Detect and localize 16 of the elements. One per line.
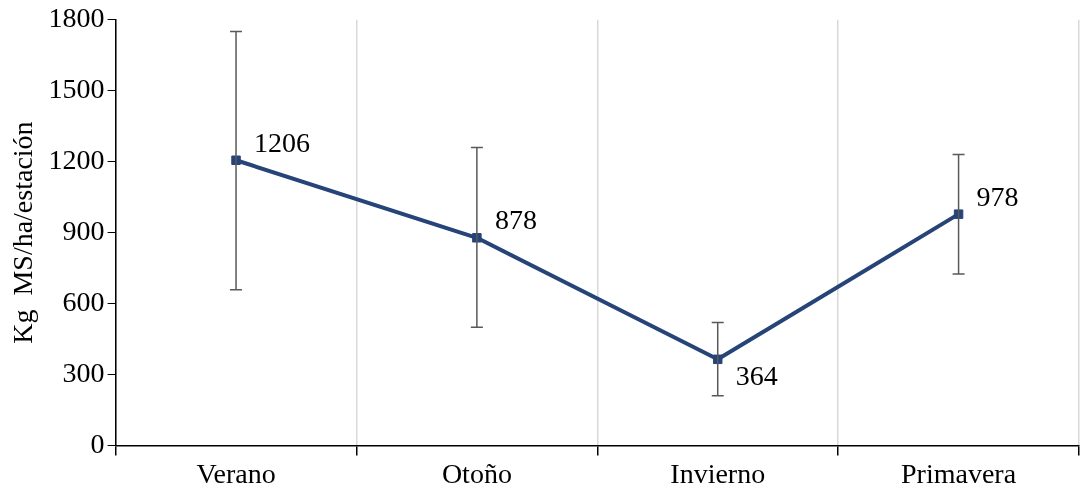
y-tick-label: 1500 xyxy=(48,73,105,105)
y-tick-label: 1800 xyxy=(48,2,105,34)
x-tick-label: Invierno xyxy=(670,457,766,489)
y-tick-label: 1200 xyxy=(48,144,105,176)
data-label: 1206 xyxy=(254,126,311,158)
x-tick-label: Primavera xyxy=(901,457,1017,489)
y-tick-label: 0 xyxy=(90,427,105,459)
data-label: 878 xyxy=(494,204,537,236)
x-tick-label: Otoño xyxy=(441,457,512,489)
y-tick-label: 600 xyxy=(62,285,105,317)
data-label: 978 xyxy=(976,180,1019,212)
y-axis-title: Kg MS/ha/estación xyxy=(7,121,39,344)
x-tick-label: Verano xyxy=(196,457,276,489)
data-label: 364 xyxy=(735,359,778,391)
y-tick-label: 900 xyxy=(62,214,105,246)
y-tick-label: 300 xyxy=(62,356,105,388)
